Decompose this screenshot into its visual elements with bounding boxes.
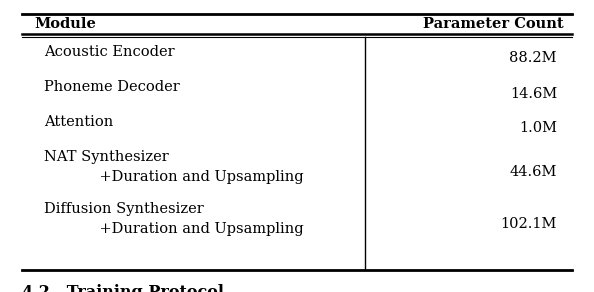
Text: Attention: Attention — [44, 115, 113, 129]
Text: 4.2   Training Protocol: 4.2 Training Protocol — [22, 284, 224, 292]
Text: Diffusion Synthesizer
            +Duration and Upsampling: Diffusion Synthesizer +Duration and Upsa… — [44, 202, 304, 236]
Text: 102.1M: 102.1M — [501, 217, 557, 231]
Text: Module: Module — [34, 17, 96, 31]
Text: NAT Synthesizer
            +Duration and Upsampling: NAT Synthesizer +Duration and Upsampling — [44, 150, 304, 183]
Text: 14.6M: 14.6M — [510, 86, 557, 100]
Text: 1.0M: 1.0M — [519, 121, 557, 135]
Text: Phoneme Decoder: Phoneme Decoder — [44, 80, 180, 94]
Text: Parameter Count: Parameter Count — [424, 17, 564, 31]
Text: 88.2M: 88.2M — [510, 51, 557, 65]
Text: Acoustic Encoder: Acoustic Encoder — [44, 45, 175, 59]
Text: 44.6M: 44.6M — [510, 165, 557, 179]
